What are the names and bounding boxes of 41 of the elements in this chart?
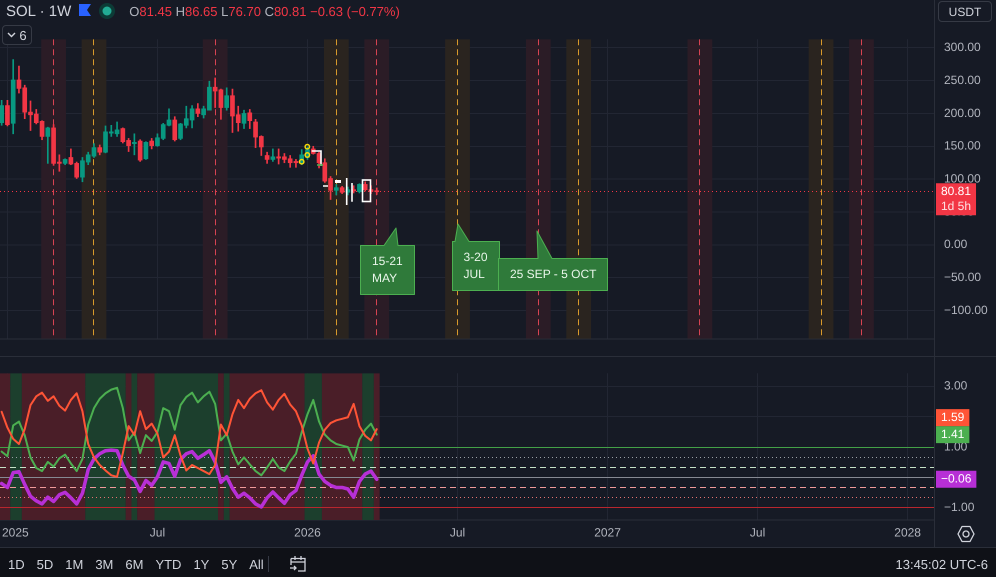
y-tick-label: 3.00 — [944, 378, 968, 393]
y-tick-label: −1.00 — [944, 500, 975, 514]
y-tick-label: 0.00 — [944, 237, 968, 252]
collapse-button[interactable]: 6 — [2, 25, 32, 45]
x-tick-label: Jul — [450, 525, 466, 540]
x-tick-label: 2025 — [2, 525, 30, 540]
y-tick-label: −50.00 — [944, 270, 982, 284]
period-button[interactable]: 3M — [89, 556, 120, 572]
y-tick-label: 100.00 — [944, 171, 982, 186]
y-tick-label: 200.00 — [944, 106, 982, 120]
y-tick-label: 300.00 — [944, 40, 982, 54]
annotation: 6 — [19, 28, 27, 42]
text: 1.41 — [941, 426, 965, 441]
y-tick-label: −100.00 — [944, 302, 988, 317]
currency-button[interactable]: USDT — [938, 1, 992, 22]
period-button[interactable]: 1D — [2, 556, 31, 572]
period-button[interactable]: 1Y — [187, 556, 216, 572]
text: −0.06 — [941, 472, 972, 486]
annotation: 15-21 MAY — [371, 253, 404, 287]
x-tick-label: Jul — [150, 525, 166, 540]
x-tick-label: Jul — [750, 525, 766, 540]
text: O81.45 H86.65 L76.70 C80.81 −0.63 (−0.77%) — [129, 4, 400, 18]
x-tick-label: 2028 — [894, 525, 922, 540]
y-tick-label: 250.00 — [944, 72, 982, 87]
ref-line-label: 80.81 1d 5h — [941, 184, 972, 214]
annotation: 25 SEP - 5 OCT — [509, 266, 598, 283]
calendar-icon[interactable] — [288, 554, 308, 574]
annotation: 3-20 JUL — [462, 249, 489, 284]
x-tick-label: 2026 — [294, 525, 322, 540]
period-button[interactable]: 5Y — [215, 556, 244, 572]
period-button[interactable]: 1M — [59, 556, 90, 572]
period-button[interactable]: 6M — [119, 556, 150, 572]
text: 1.59 — [941, 410, 965, 424]
chart-title: SOL · 1W — [6, 2, 72, 20]
period-button[interactable]: YTD — [149, 556, 188, 572]
period-button[interactable]: 5D — [30, 556, 60, 572]
text: 13:45:02 UTC-6 — [896, 557, 988, 573]
settings-icon[interactable] — [956, 524, 976, 544]
x-tick-label: 2027 — [594, 525, 622, 540]
period-button[interactable]: All — [243, 556, 270, 572]
y-tick-label: 150.00 — [944, 138, 982, 153]
